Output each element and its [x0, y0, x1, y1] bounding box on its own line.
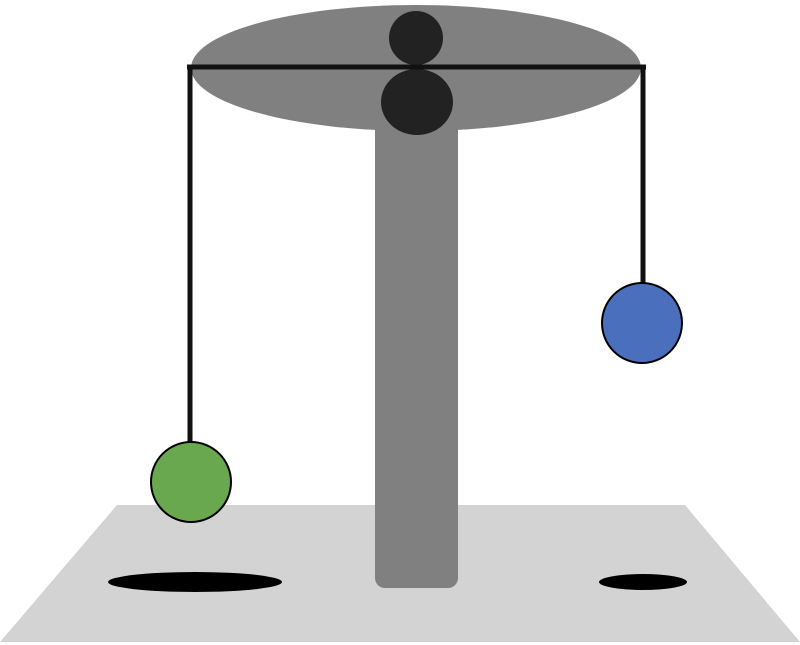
left-ball-shadow	[108, 572, 282, 592]
right-pendulum-ball	[601, 282, 683, 364]
central-pole	[375, 90, 458, 588]
right-ball-shadow	[599, 574, 687, 590]
lower-pivot	[381, 69, 453, 135]
upper-pivot	[389, 11, 443, 65]
left-pendulum-ball	[150, 441, 232, 523]
